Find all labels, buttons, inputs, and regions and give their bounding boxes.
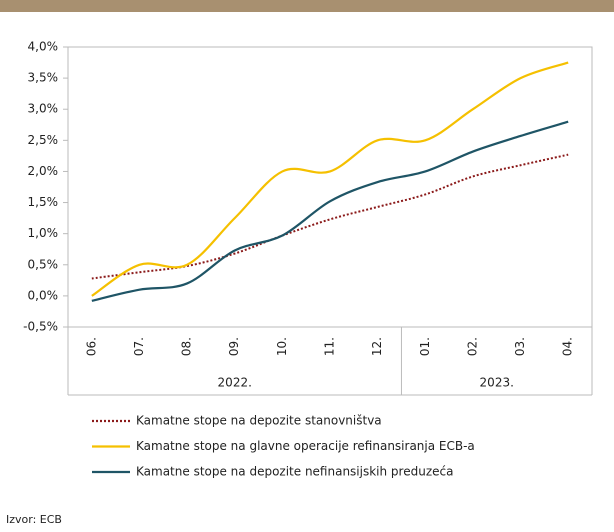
top-bar xyxy=(0,0,614,12)
group-label: 2022. xyxy=(218,376,252,390)
x-tick-label: 07. xyxy=(132,337,146,356)
x-tick-label: 12. xyxy=(370,337,384,356)
y-tick-label: 2,0% xyxy=(28,164,59,178)
group-label: 2023. xyxy=(480,376,514,390)
legend-label: Kamatne stope na depozite nefinansijskih… xyxy=(136,465,453,479)
plot-frame xyxy=(67,46,593,328)
y-tick-label: 0,5% xyxy=(28,257,59,271)
series-line xyxy=(91,61,569,297)
y-tick-label: 0,0% xyxy=(28,288,59,302)
y-tick-label: 2,5% xyxy=(28,133,59,147)
x-tick-label: 01. xyxy=(418,337,432,356)
y-tick-label: 1,5% xyxy=(28,195,59,209)
y-tick-label: 3,5% xyxy=(28,71,59,85)
x-tick-label: 10. xyxy=(275,337,289,356)
x-tick-label: 09. xyxy=(227,337,241,356)
x-tick-label: 02. xyxy=(465,337,479,356)
y-tick-label: -0,5% xyxy=(23,320,58,334)
x-tick-label: 06. xyxy=(84,337,98,356)
legend-label: Kamatne stope na depozite stanovništva xyxy=(136,414,382,428)
legend-label: Kamatne stope na glavne operacije refina… xyxy=(136,439,475,453)
x-tick-label: 03. xyxy=(513,337,527,356)
x-tick-label: 04. xyxy=(561,337,575,356)
y-tick-label: 1,0% xyxy=(28,226,59,240)
source: Izvor: ECB xyxy=(6,513,62,526)
x-tick-label: 11. xyxy=(323,337,337,356)
y-tick-label: 3,0% xyxy=(28,102,59,116)
series-line xyxy=(91,153,569,280)
y-tick-label: 4,0% xyxy=(28,40,59,54)
series-line xyxy=(91,120,569,302)
x-tick-label: 08. xyxy=(180,337,194,356)
